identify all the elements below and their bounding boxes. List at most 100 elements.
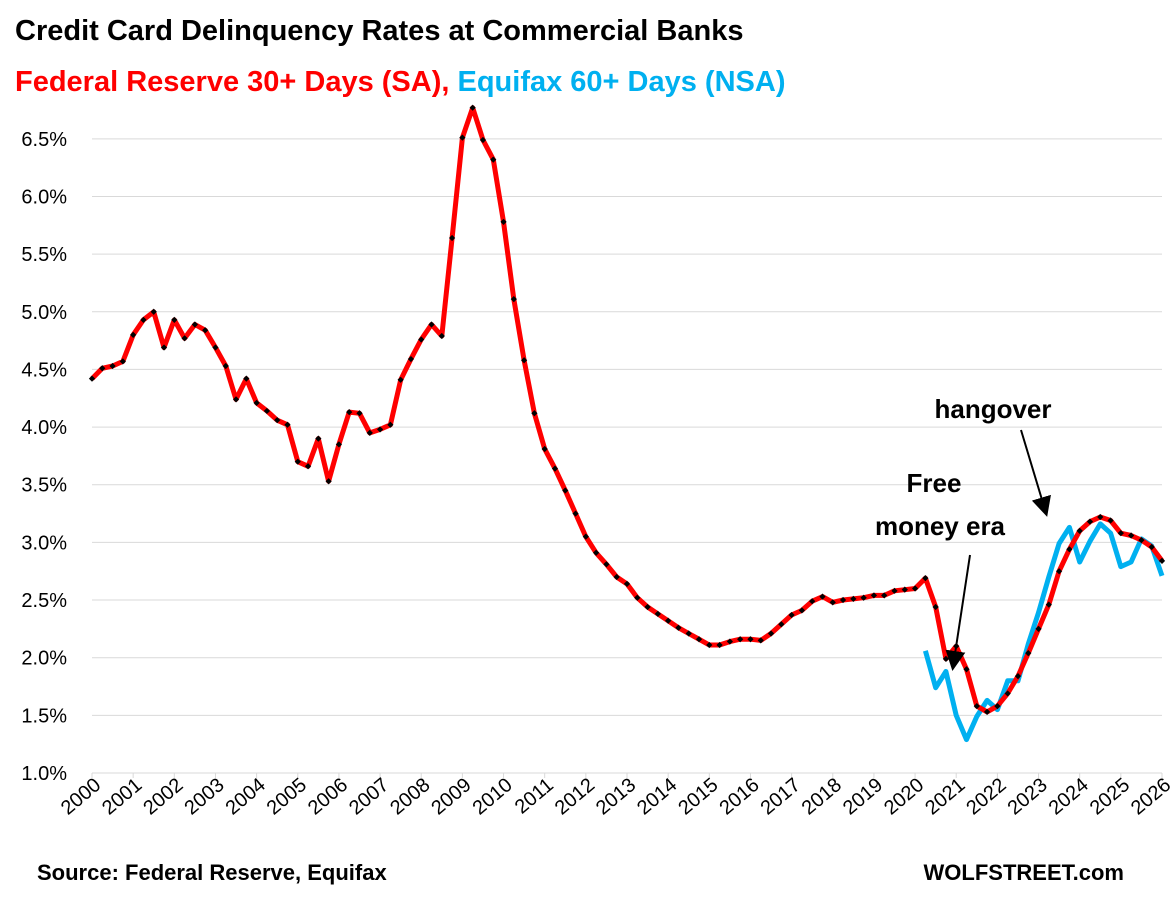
x-tick-label: 2016 [715,774,763,819]
legend-entry: Federal Reserve 30+ Days (SA), [15,66,449,98]
point-marker [798,607,806,614]
y-tick-label: 3.5% [21,475,67,497]
x-tick-label: 2017 [757,774,805,819]
point-marker [1138,536,1145,544]
point-marker [901,586,908,593]
point-marker [1014,673,1022,680]
x-tick-label: 2014 [633,774,681,819]
point-marker [665,617,672,624]
point-marker [1004,690,1011,697]
x-tick-label: 2022 [962,774,1010,819]
x-tick-label: 2003 [180,774,228,819]
point-marker [376,426,384,433]
x-tick-label: 2013 [592,774,640,819]
point-marker [572,510,579,517]
y-tick-label: 2.5% [21,590,67,612]
point-marker [654,610,661,617]
point-marker [582,533,589,540]
point-marker [716,641,723,649]
point-marker [562,487,569,494]
x-tick-label: 2015 [674,774,722,819]
point-marker [593,549,600,556]
x-tick-label: 2012 [551,774,599,819]
point-marker [274,417,281,424]
point-marker [366,429,373,436]
point-marker [418,336,425,343]
point-marker [932,603,939,611]
annotation: money era [875,511,1006,541]
x-tick-label: 2011 [511,774,558,819]
point-marker [726,638,733,645]
point-marker [1056,568,1063,575]
point-marker [685,630,692,637]
point-marker [356,410,363,417]
point-marker [181,335,188,342]
point-marker [706,641,713,649]
x-tick-label: 2024 [1045,774,1093,819]
point-marker [1117,530,1124,537]
point-marker [695,636,703,643]
point-marker [335,441,343,448]
annotation: hangover [934,394,1051,424]
x-tick-label: 2018 [798,774,846,819]
x-tick-label: 2020 [880,774,928,819]
point-marker [850,595,857,603]
point-marker [994,703,1001,710]
point-marker [747,636,754,643]
y-tick-label: 1.0% [21,763,67,785]
point-marker [839,596,847,604]
point-marker [1025,649,1032,657]
point-marker [675,624,682,631]
point-marker [737,636,744,643]
point-marker [922,575,929,582]
point-marker [809,598,816,605]
point-marker [973,703,980,710]
x-tick-label: 2001 [98,774,146,819]
point-marker [346,408,353,416]
point-marker [644,603,651,611]
x-tick-label: 2006 [304,774,352,819]
point-marker [778,621,785,628]
point-marker [263,407,271,415]
point-marker [1128,532,1135,539]
point-marker [1086,518,1094,525]
annotation-arrow [945,554,971,671]
point-marker [891,587,898,594]
point-marker [1097,513,1104,521]
point-marker [1158,557,1166,564]
point-marker [284,421,291,428]
chart-subtitle: Federal Reserve 30+ Days (SA), Equifax 6… [15,66,785,98]
point-marker [1107,517,1114,524]
annotation: Free [907,468,962,498]
source: Source: Federal Reserve, Equifax [37,860,387,885]
point-marker [870,592,878,599]
point-marker [150,308,157,315]
point-marker [623,580,631,588]
y-tick-label: 3.0% [21,532,67,554]
brand: WOLFSTREET.com [924,860,1124,885]
point-marker [788,611,795,619]
plot-area: 1.0% 1.5% 2.0% 2.5% 3.0% 3.5% 4.0% 4.5% 5.0% 5.5%… [21,104,1175,819]
x-tick-label: 2025 [1086,774,1134,819]
x-tick-label: 2019 [839,774,887,819]
y-tick-label: 2.0% [21,648,67,670]
x-tick-label: 2009 [427,774,475,819]
point-marker [1045,601,1052,608]
point-marker [911,585,919,592]
x-tick-label: 2010 [469,774,517,819]
y-tick-label: 6.5% [21,129,67,151]
point-marker [325,478,332,485]
annotation-arrow [1020,429,1051,517]
y-tick-label: 6.0% [21,186,67,208]
point-marker [294,458,301,465]
point-marker [428,321,435,328]
point-marker [1066,546,1073,553]
point-marker [881,592,888,599]
point-marker [819,593,826,600]
point-marker [860,594,867,601]
series-line [922,521,1165,743]
point-marker [603,561,610,568]
point-marker [829,599,836,606]
y-tick-label: 5.0% [21,302,67,324]
x-tick-label: 2004 [222,774,270,819]
